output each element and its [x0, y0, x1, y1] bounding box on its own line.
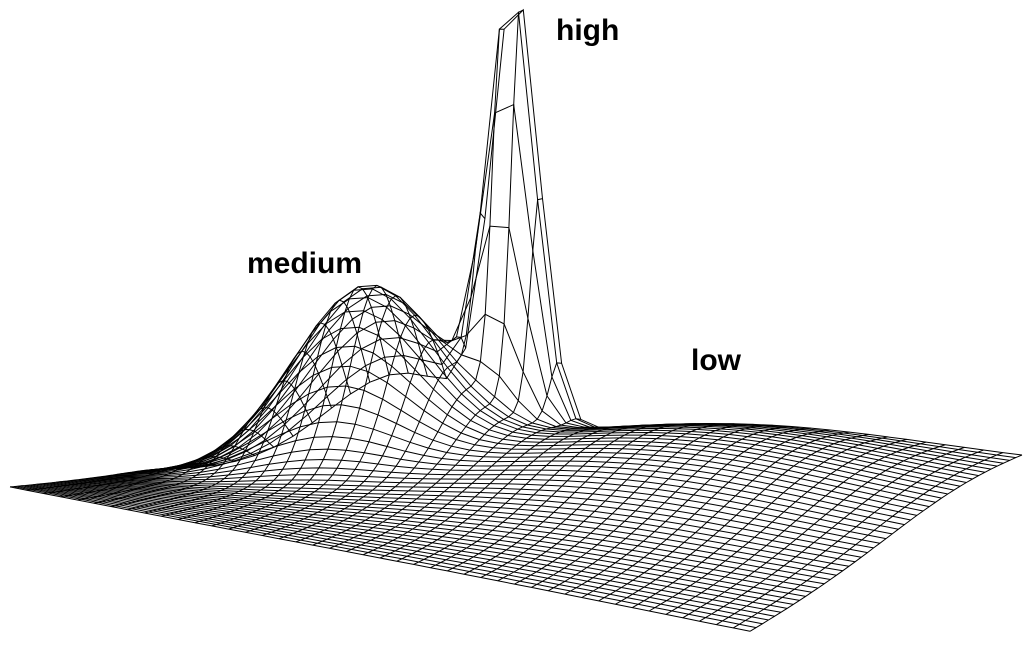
label-medium-peak: medium — [247, 247, 363, 280]
mesh-line-row — [9, 486, 751, 632]
mesh-line-column — [480, 423, 716, 578]
mesh-line-column — [682, 444, 946, 619]
mesh-line-column — [547, 426, 792, 592]
label-high-peak: high — [556, 14, 620, 47]
mesh-line-column — [178, 299, 371, 520]
mesh-line-column — [245, 314, 447, 533]
mesh-line-row — [177, 8, 1023, 470]
mesh-line-column — [396, 426, 620, 562]
mesh-line-column — [648, 438, 908, 612]
mesh-line-column — [144, 350, 332, 514]
mesh-line-column — [211, 284, 409, 527]
mesh-line-column — [749, 454, 1023, 632]
mesh-line-column — [329, 198, 543, 549]
mesh-line-row — [174, 11, 1016, 470]
mesh-line-column — [362, 418, 581, 556]
label-low-peak: low — [691, 344, 741, 377]
mesh-line-row — [170, 103, 1010, 470]
mesh-line-column — [632, 436, 888, 609]
mesh-line-column — [615, 433, 869, 605]
mesh-line-column — [312, 9, 524, 546]
mesh-line-column — [430, 424, 658, 569]
mesh-line-column — [463, 423, 696, 575]
mesh-line-column — [598, 431, 850, 602]
mesh-line-column — [732, 452, 1003, 629]
mesh-line-column — [262, 336, 467, 536]
mesh-line-column — [413, 425, 639, 565]
mesh-line-row — [21, 485, 769, 621]
mesh-line-column — [228, 295, 428, 530]
mesh-line-column — [379, 426, 601, 559]
mesh-line-column — [26, 466, 198, 491]
mesh-line-row — [40, 483, 800, 601]
mesh-line-row — [143, 297, 967, 483]
mesh-line-column — [127, 380, 313, 511]
mesh-line-column — [447, 423, 677, 572]
mesh-line-column — [346, 362, 562, 552]
mesh-line-column — [531, 424, 773, 588]
mesh-line-column — [161, 322, 352, 517]
mesh-line-column — [699, 446, 965, 622]
mesh-line-column — [110, 407, 294, 507]
mesh-line-column — [295, 28, 505, 543]
mesh-line-row — [147, 288, 973, 480]
mesh-line-column — [514, 423, 754, 585]
mesh-line-column — [716, 449, 984, 626]
mesh-line-row — [139, 310, 961, 487]
mesh-line-column — [564, 427, 812, 595]
mesh-line-column — [665, 441, 927, 615]
mesh-line-column — [581, 429, 831, 598]
mesh-line-row — [29, 484, 781, 613]
mesh-line-column — [9, 468, 179, 488]
mesh-line-column — [497, 423, 735, 582]
mesh-line-column — [278, 211, 486, 540]
wireframe-mesh — [9, 8, 1023, 632]
mesh-line-column — [194, 286, 390, 524]
